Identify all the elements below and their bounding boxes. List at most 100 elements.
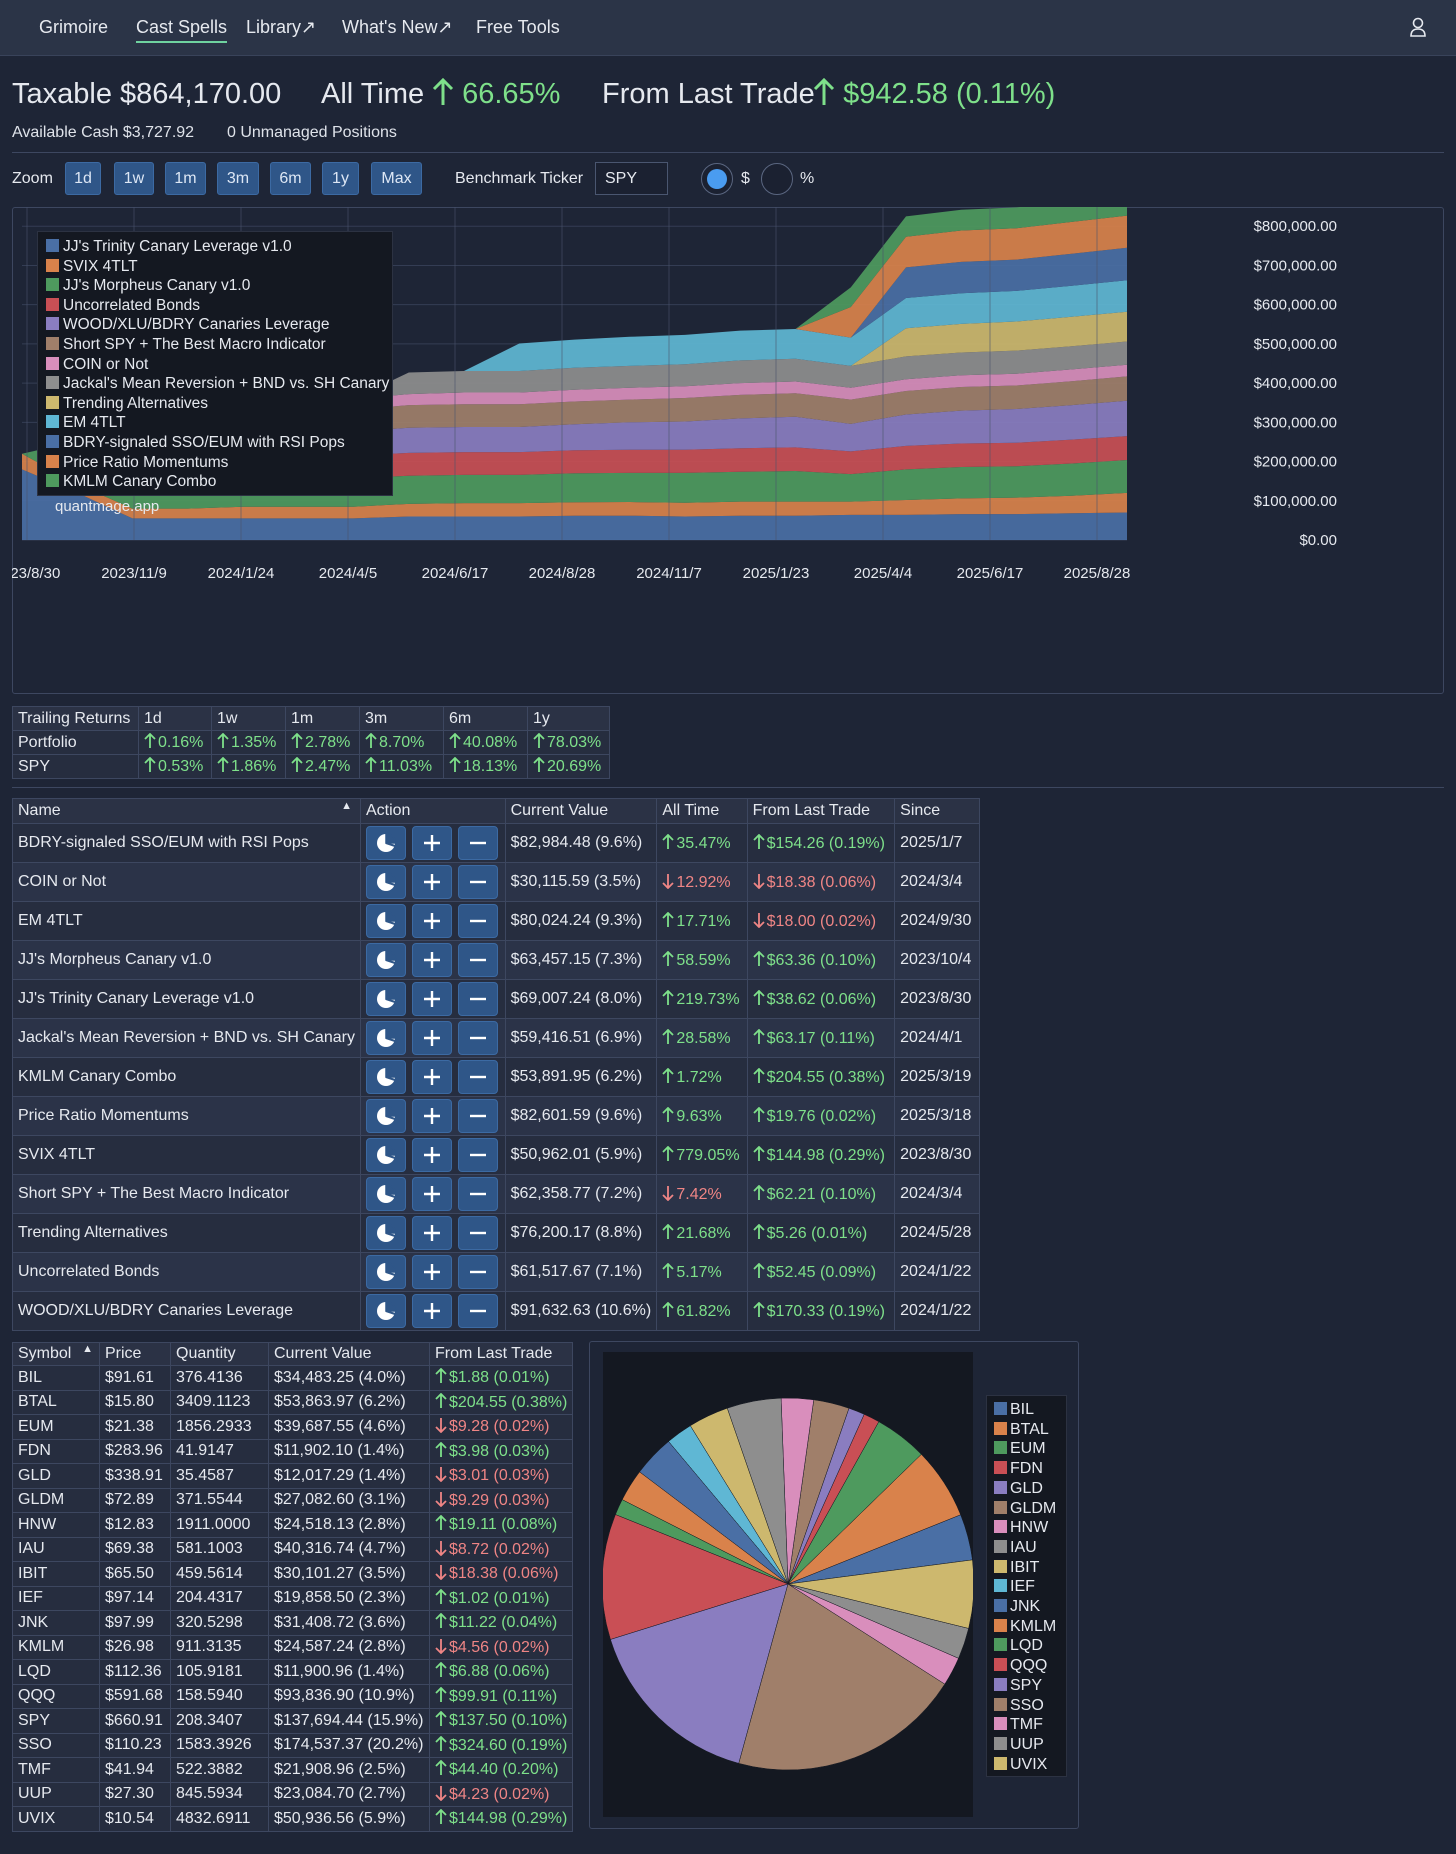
pie-legend-item[interactable]: BIL: [994, 1401, 1034, 1419]
since-column-header[interactable]: Since: [894, 798, 980, 824]
pie-legend-item[interactable]: UVIX: [994, 1756, 1047, 1774]
allocation-button[interactable]: [365, 1060, 406, 1094]
all-time-column-header[interactable]: All Time: [656, 798, 748, 824]
remove-button[interactable]: [457, 1099, 498, 1133]
remove-button[interactable]: [457, 1138, 498, 1172]
remove-button[interactable]: [457, 1216, 498, 1250]
zoom-1w-button[interactable]: 1w: [114, 162, 154, 195]
current-value-column-header[interactable]: Current Value: [504, 798, 658, 824]
spell-name[interactable]: WOOD/XLU/BDRY Canaries Leverage: [12, 1291, 361, 1331]
spell-name[interactable]: Short SPY + The Best Macro Indicator: [12, 1174, 361, 1214]
pie-legend-item[interactable]: BTAL: [994, 1421, 1049, 1439]
pie-legend-item[interactable]: HNW: [994, 1519, 1048, 1537]
nav-cast-spells[interactable]: Cast Spells: [136, 17, 228, 43]
add-button[interactable]: [411, 1099, 452, 1133]
spell-name[interactable]: COIN or Not: [12, 862, 361, 902]
add-button[interactable]: [411, 1021, 452, 1055]
last-trade-column-header[interactable]: From Last Trade: [746, 798, 896, 824]
pie-legend-item[interactable]: KMLM: [994, 1618, 1056, 1636]
chart-legend-item[interactable]: Short SPY + The Best Macro Indicator: [46, 336, 326, 354]
pie-legend-item[interactable]: IAU: [994, 1539, 1037, 1557]
quantity-column-header[interactable]: Quantity: [170, 1342, 269, 1366]
chart-legend-item[interactable]: Trending Alternatives: [46, 395, 208, 413]
allocation-button[interactable]: [365, 982, 406, 1016]
chart-legend-item[interactable]: JJ's Trinity Canary Leverage v1.0: [46, 238, 292, 256]
spell-name[interactable]: BDRY-signaled SSO/EUM with RSI Pops: [12, 823, 361, 863]
remove-button[interactable]: [457, 982, 498, 1016]
remove-button[interactable]: [457, 1021, 498, 1055]
pie-legend-item[interactable]: LQD: [994, 1637, 1043, 1655]
pie-legend-item[interactable]: SSO: [994, 1697, 1044, 1715]
add-button[interactable]: [411, 1255, 452, 1289]
spell-name[interactable]: JJ's Morpheus Canary v1.0: [12, 940, 361, 980]
current-value-column-header[interactable]: Current Value: [268, 1342, 430, 1366]
remove-button[interactable]: [457, 943, 498, 977]
spell-name[interactable]: EM 4TLT: [12, 901, 361, 941]
allocation-button[interactable]: [365, 1138, 406, 1172]
remove-button[interactable]: [457, 1294, 498, 1328]
zoom-3m-button[interactable]: 3m: [217, 162, 259, 195]
pie-legend-item[interactable]: IBIT: [994, 1559, 1039, 1577]
dollar-radio[interactable]: [701, 163, 733, 195]
user-icon[interactable]: [1408, 16, 1428, 38]
spell-name[interactable]: Price Ratio Momentums: [12, 1096, 361, 1136]
chart-legend-item[interactable]: Jackal's Mean Reversion + BND vs. SH Can…: [46, 375, 389, 393]
spell-name[interactable]: Uncorrelated Bonds: [12, 1252, 361, 1292]
chart-legend-item[interactable]: KMLM Canary Combo: [46, 473, 216, 491]
pie-legend-item[interactable]: QQQ: [994, 1657, 1047, 1675]
chart-legend-item[interactable]: Price Ratio Momentums: [46, 454, 228, 472]
zoom-1y-button[interactable]: 1y: [322, 162, 359, 195]
allocation-button[interactable]: [365, 1216, 406, 1250]
add-button[interactable]: [411, 904, 452, 938]
benchmark-ticker-input[interactable]: [595, 162, 668, 195]
remove-button[interactable]: [457, 1255, 498, 1289]
pie-legend-item[interactable]: GLD: [994, 1480, 1043, 1498]
remove-button[interactable]: [457, 826, 498, 860]
pie-legend-item[interactable]: JNK: [994, 1598, 1040, 1616]
allocation-button[interactable]: [365, 826, 406, 860]
pie-legend-item[interactable]: SPY: [994, 1677, 1042, 1695]
price-column-header[interactable]: Price: [99, 1342, 171, 1366]
nav-grimoire[interactable]: Grimoire: [39, 17, 109, 37]
nav-free-tools[interactable]: Free Tools: [476, 17, 560, 37]
spell-name[interactable]: JJ's Trinity Canary Leverage v1.0: [12, 979, 361, 1019]
spell-name[interactable]: KMLM Canary Combo: [12, 1057, 361, 1097]
percent-radio[interactable]: [761, 163, 793, 195]
zoom-1m-button[interactable]: 1m: [165, 162, 206, 195]
add-button[interactable]: [411, 1138, 452, 1172]
remove-button[interactable]: [457, 865, 498, 899]
allocation-button[interactable]: [365, 904, 406, 938]
add-button[interactable]: [411, 1177, 452, 1211]
remove-button[interactable]: [457, 904, 498, 938]
zoom-1d-button[interactable]: 1d: [65, 162, 101, 195]
add-button[interactable]: [411, 1060, 452, 1094]
spell-name[interactable]: Trending Alternatives: [12, 1213, 361, 1253]
pie-legend-item[interactable]: FDN: [994, 1460, 1043, 1478]
allocation-button[interactable]: [365, 865, 406, 899]
chart-legend-item[interactable]: BDRY-signaled SSO/EUM with RSI Pops: [46, 434, 345, 452]
unmanaged-positions[interactable]: 0 Unmanaged Positions: [227, 124, 397, 141]
add-button[interactable]: [411, 943, 452, 977]
allocation-button[interactable]: [365, 1177, 406, 1211]
allocation-button[interactable]: [365, 1255, 406, 1289]
spell-name[interactable]: Jackal's Mean Reversion + BND vs. SH Can…: [12, 1018, 361, 1058]
add-button[interactable]: [411, 982, 452, 1016]
add-button[interactable]: [411, 826, 452, 860]
pie-legend-item[interactable]: EUM: [994, 1440, 1046, 1458]
chart-legend-item[interactable]: SVIX 4TLT: [46, 258, 138, 276]
add-button[interactable]: [411, 865, 452, 899]
chart-legend-item[interactable]: EM 4TLT: [46, 414, 126, 432]
nav-whats-new[interactable]: What's New↗: [342, 17, 453, 37]
pie-legend-item[interactable]: IEF: [994, 1578, 1035, 1596]
remove-button[interactable]: [457, 1177, 498, 1211]
allocation-button[interactable]: [365, 1021, 406, 1055]
add-button[interactable]: [411, 1216, 452, 1250]
nav-library[interactable]: Library↗: [246, 17, 317, 37]
remove-button[interactable]: [457, 1060, 498, 1094]
symbol-column-header[interactable]: Symbol ▲: [12, 1342, 100, 1366]
allocation-button[interactable]: [365, 1294, 406, 1328]
zoom-max-button[interactable]: Max: [371, 162, 422, 195]
allocation-button[interactable]: [365, 943, 406, 977]
last-trade-column-header[interactable]: From Last Trade: [428, 1342, 574, 1366]
pie-legend-item[interactable]: GLDM: [994, 1500, 1056, 1518]
